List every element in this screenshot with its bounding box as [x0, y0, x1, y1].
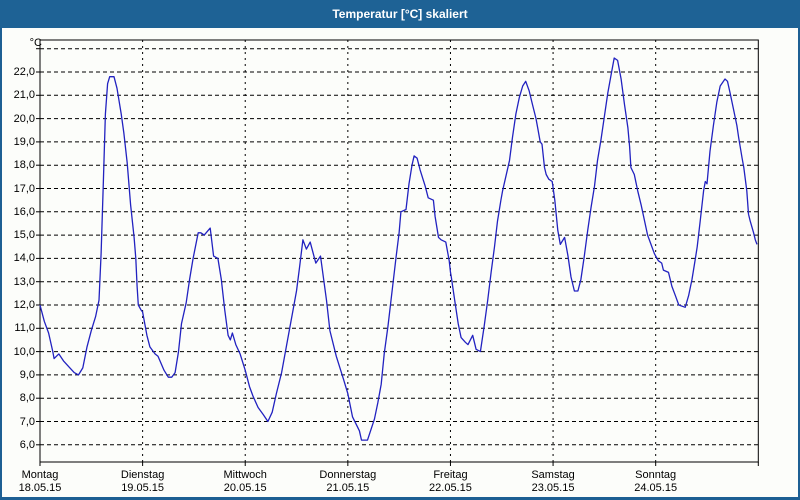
day-name: Mittwoch [223, 469, 267, 481]
day-name: Samstag [531, 469, 575, 481]
y-axis-label: 13,0 [13, 275, 35, 288]
plot-border [39, 39, 759, 463]
day-name: Sonntag [635, 469, 677, 481]
y-axis-label: 10,0 [13, 345, 35, 358]
y-axis-label: 12,0 [13, 299, 35, 311]
y-axis-label: 18,0 [13, 159, 35, 172]
y-axis-label: 9,0 [19, 368, 35, 381]
x-axis-label: Mittwoch 20.05.15 [197, 469, 293, 495]
day-name: Montag [21, 469, 59, 481]
temperature-line [39, 57, 758, 441]
y-axis-label: 17,0 [13, 182, 35, 195]
x-axis-label: Freitag 22.05.15 [402, 469, 498, 495]
y-axis-unit-label: °C [29, 37, 42, 49]
y-axis-label: 22,0 [13, 66, 35, 78]
x-axis-label: Montag 18.05.15 [0, 469, 88, 495]
day-date: 19.05.15 [121, 482, 165, 494]
y-axis-label: 20,0 [13, 112, 35, 125]
window-title: Temperatur [°C] skaliert [332, 7, 468, 21]
y-axis-label: 8,0 [19, 392, 35, 405]
day-date: 23.05.15 [531, 482, 575, 494]
day-name: Donnerstag [319, 469, 377, 481]
day-date: 20.05.15 [223, 482, 267, 494]
x-axis-label: Samstag 23.05.15 [505, 469, 601, 495]
day-name: Freitag [433, 469, 468, 481]
y-axis-label: 19,0 [13, 135, 35, 148]
y-axis-label: 14,0 [13, 252, 35, 265]
y-axis-label: 6,0 [19, 438, 35, 451]
day-date: 21.05.15 [326, 482, 370, 494]
day-date: 22.05.15 [429, 482, 472, 494]
y-axis-label: 15,0 [13, 229, 35, 242]
x-axis-label: Dienstag 19.05.15 [95, 469, 191, 495]
y-axis-label: 16,0 [13, 205, 35, 218]
x-axis-label: Sonntag 24.05.15 [608, 469, 704, 495]
y-axis-label: 11,0 [14, 322, 35, 335]
y-axis-label: 7,0 [19, 415, 35, 428]
y-axis-label: 21,0 [13, 89, 35, 102]
x-axis-label: Donnerstag 21.05.15 [300, 469, 396, 495]
title-bar: Temperatur [°C] skaliert [0, 0, 800, 28]
day-date: 24.05.15 [634, 482, 678, 494]
day-name: Dienstag [120, 469, 165, 481]
day-date: 18.05.15 [18, 482, 62, 494]
